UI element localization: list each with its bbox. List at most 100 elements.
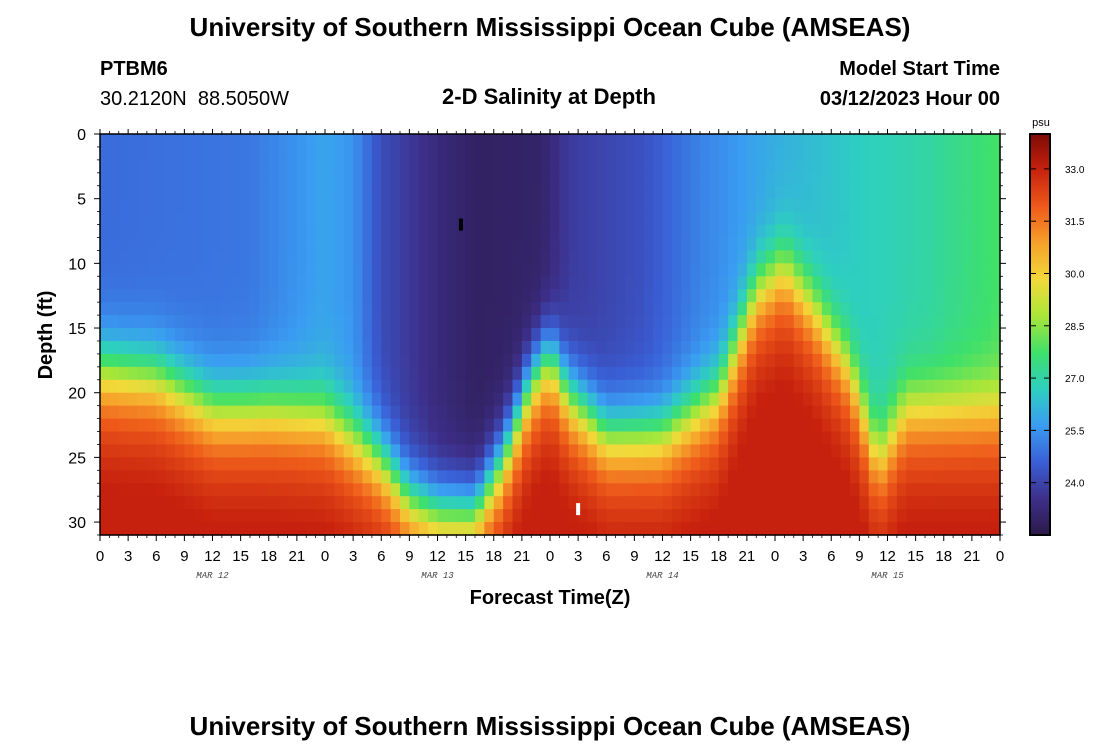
heatmap-cell: [568, 198, 579, 213]
heatmap-cell: [821, 379, 832, 394]
heatmap-cell: [428, 146, 439, 161]
heatmap-cell: [437, 405, 448, 420]
heatmap-cell: [371, 315, 382, 329]
heatmap-cell: [550, 159, 560, 174]
heatmap-cell: [746, 224, 757, 239]
heatmap-cell: [203, 444, 214, 458]
heatmap-cell: [568, 444, 579, 458]
heatmap-cell: [812, 366, 823, 381]
heatmap-cell: [531, 276, 542, 290]
heatmap-cell: [484, 172, 495, 187]
heatmap-cell: [540, 418, 551, 433]
heatmap-cell: [943, 470, 954, 484]
heatmap-cell: [221, 379, 232, 394]
heatmap-cell: [334, 522, 345, 536]
heatmap-cell: [521, 211, 532, 226]
heatmap-cell: [737, 315, 748, 329]
heatmap-cell: [840, 522, 851, 536]
heatmap-cell: [109, 483, 120, 497]
heatmap-cell: [465, 172, 476, 187]
heatmap-cell: [671, 198, 682, 213]
heatmap-cell: [334, 172, 345, 187]
heatmap-cell: [906, 392, 917, 407]
heatmap-cell: [118, 250, 129, 264]
heatmap-cell: [934, 198, 945, 213]
heatmap-cell: [775, 289, 785, 303]
heatmap-cell: [221, 457, 232, 471]
heatmap-cell: [840, 444, 851, 458]
heatmap-cell: [925, 496, 935, 510]
heatmap-cell: [690, 509, 701, 523]
heatmap-cell: [643, 483, 654, 497]
heatmap-cell: [878, 392, 889, 407]
heatmap-cell: [128, 470, 139, 484]
heatmap-cell: [250, 418, 260, 433]
heatmap-cell: [306, 418, 317, 433]
heatmap-cell: [109, 431, 120, 446]
heatmap-cell: [981, 250, 992, 264]
heatmap-cell: [981, 146, 992, 161]
heatmap-cell: [821, 211, 832, 226]
heatmap-cell: [700, 250, 710, 264]
heatmap-cell: [531, 496, 542, 510]
heatmap-cell: [625, 134, 635, 148]
heatmap-cell: [962, 289, 973, 303]
heatmap-cell: [362, 237, 373, 252]
heatmap-cell: [371, 431, 382, 446]
heatmap-cell: [306, 250, 317, 264]
heatmap-cell: [840, 328, 851, 342]
heatmap-cell: [437, 431, 448, 446]
heatmap-cell: [550, 366, 560, 381]
heatmap-cell: [700, 185, 710, 200]
heatmap-cell: [484, 263, 495, 277]
heatmap-cell: [925, 379, 935, 394]
heatmap-cell: [128, 263, 139, 277]
heatmap-cell: [746, 379, 757, 394]
heatmap-cell: [315, 315, 326, 329]
heatmap-cell: [915, 134, 926, 148]
heatmap-cell: [793, 134, 804, 148]
heatmap-cell: [831, 522, 842, 536]
heatmap-cell: [981, 405, 992, 420]
heatmap-cell: [765, 159, 776, 174]
heatmap-cell: [165, 418, 176, 433]
heatmap-cell: [587, 172, 598, 187]
heatmap-cell: [390, 457, 401, 471]
heatmap-cell: [381, 392, 392, 407]
heatmap-cell: [887, 509, 898, 523]
heatmap-cell: [100, 185, 110, 200]
heatmap-cell: [512, 431, 523, 446]
heatmap-cell: [868, 392, 879, 407]
heatmap-cell: [671, 457, 682, 471]
heatmap-cell: [559, 431, 570, 446]
heatmap-cell: [118, 237, 129, 252]
heatmap-cell: [128, 353, 139, 368]
heatmap-cell: [146, 457, 157, 471]
heatmap-cell: [521, 405, 532, 420]
heatmap-cell: [540, 224, 551, 239]
heatmap-cell: [250, 159, 260, 174]
heatmap-cell: [409, 328, 420, 342]
heatmap-cell: [128, 146, 139, 161]
heatmap-cell: [315, 444, 326, 458]
heatmap-cell: [296, 457, 307, 471]
heatmap-cell: [728, 405, 739, 420]
heatmap-cell: [634, 159, 645, 174]
heatmap-cell: [521, 146, 532, 161]
heatmap-cell: [840, 315, 851, 329]
heatmap-cell: [803, 392, 814, 407]
heatmap-cell: [343, 496, 354, 510]
heatmap-cell: [728, 185, 739, 200]
heatmap-cell: [887, 444, 898, 458]
heatmap-cell: [362, 159, 373, 174]
heatmap-cell: [859, 211, 870, 226]
heatmap-cell: [868, 198, 879, 213]
heatmap-cell: [400, 289, 410, 303]
heatmap-cell: [334, 444, 345, 458]
heatmap-cell: [943, 263, 954, 277]
heatmap-cell: [756, 289, 767, 303]
heatmap-cell: [296, 522, 307, 536]
heatmap-cell: [362, 250, 373, 264]
heatmap-cell: [821, 522, 832, 536]
heatmap-cell: [287, 224, 298, 239]
